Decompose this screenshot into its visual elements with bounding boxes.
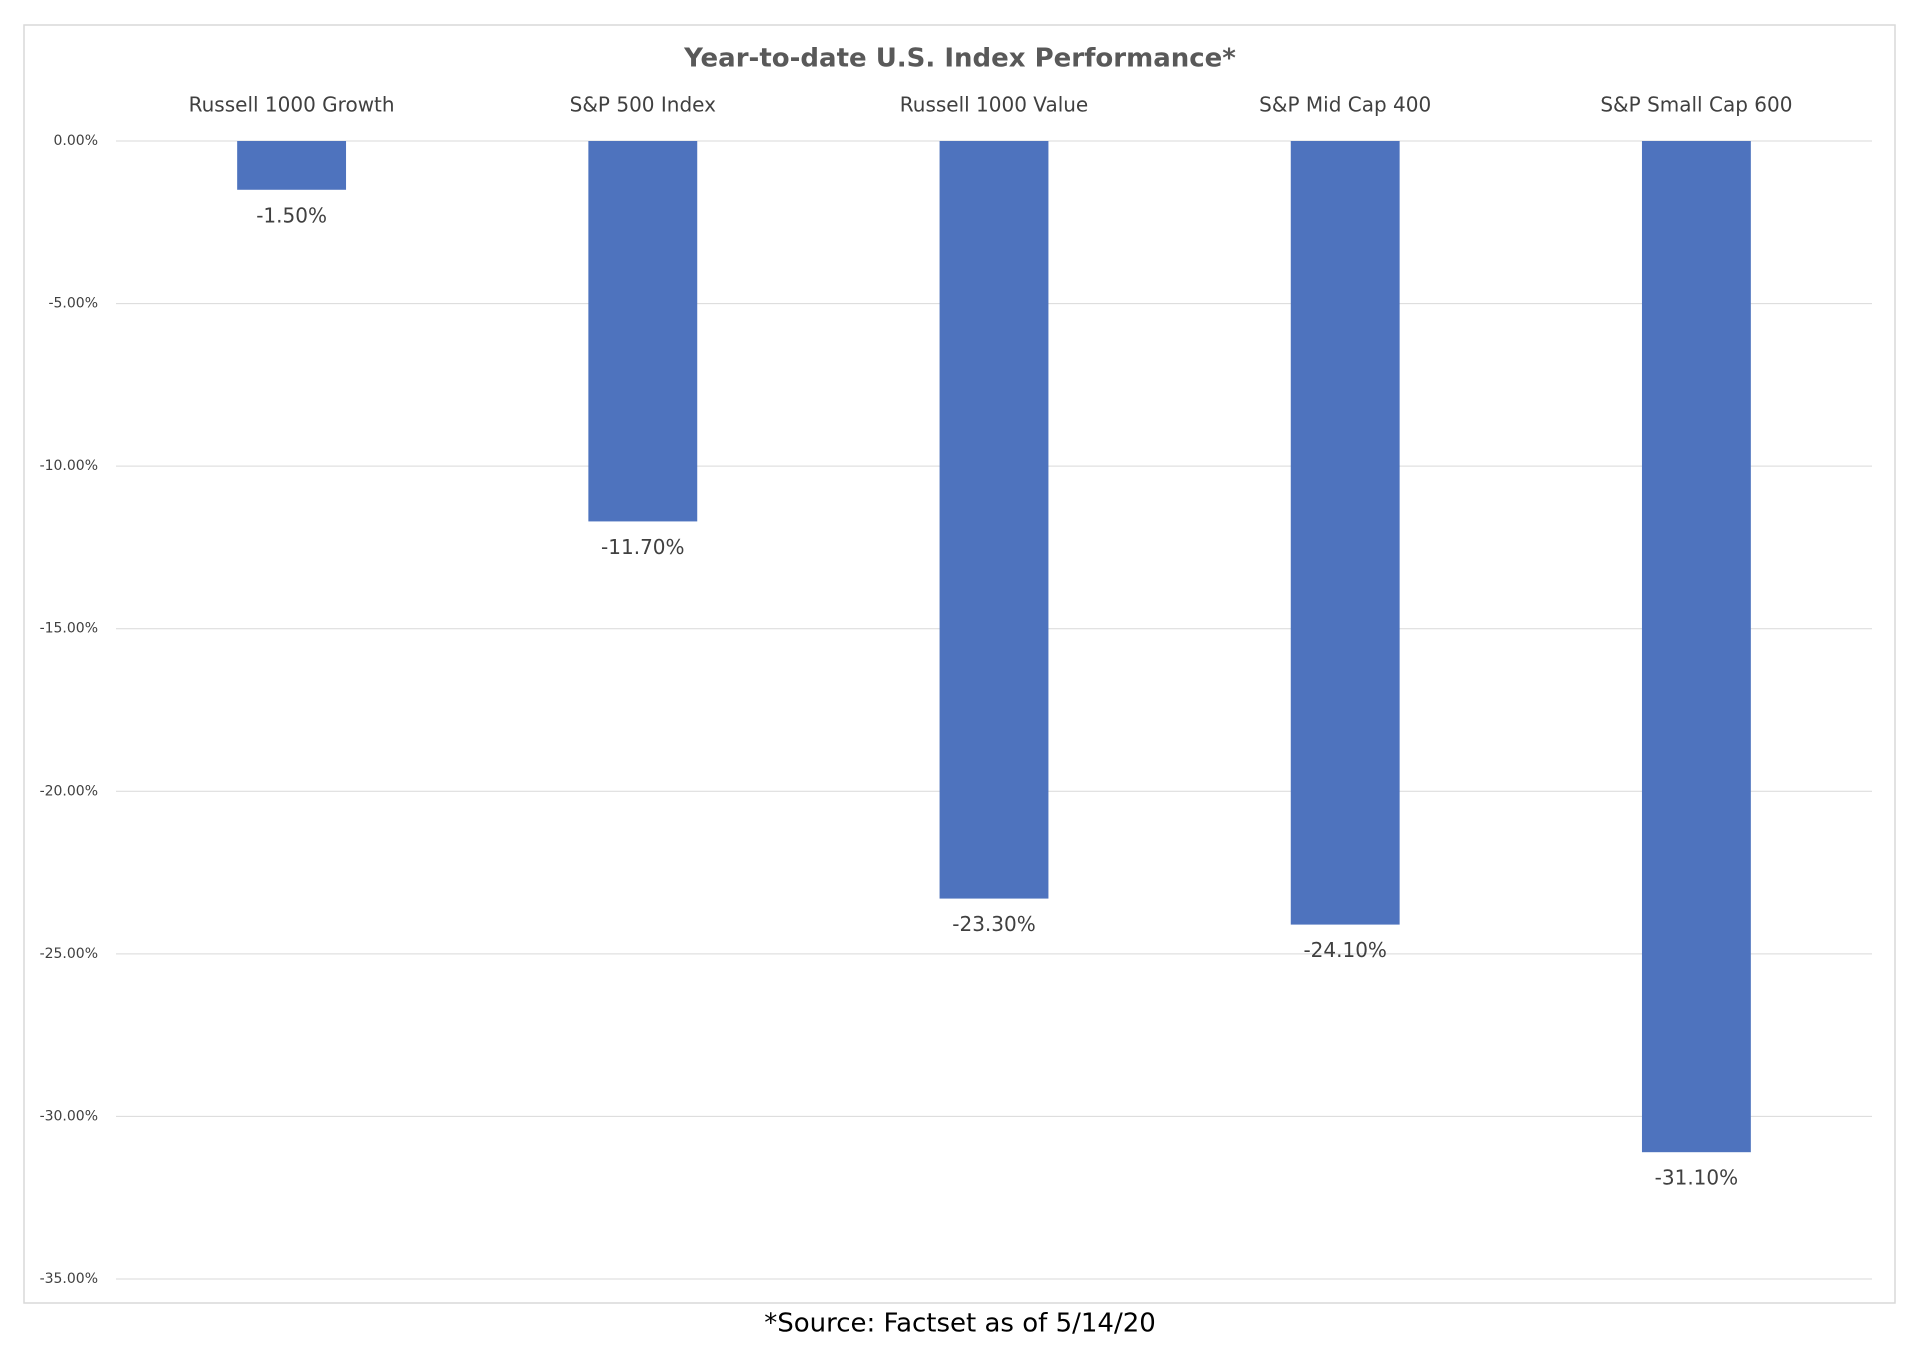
y-tick-label: -30.00% xyxy=(40,1108,98,1124)
y-tick-label: 0.00% xyxy=(54,133,98,149)
bar xyxy=(939,141,1049,899)
chart-title: Year-to-date U.S. Index Performance* xyxy=(683,44,1236,74)
x-tick-label: Russell 1000 Growth xyxy=(189,93,395,117)
y-tick-label: -25.00% xyxy=(40,946,98,962)
y-tick-label: -15.00% xyxy=(40,621,98,637)
y-tick-label: -20.00% xyxy=(40,783,98,799)
value-label: -11.70% xyxy=(601,535,684,559)
value-label: -1.50% xyxy=(256,203,327,227)
x-tick-label: S&P Small Cap 600 xyxy=(1600,93,1792,117)
bar xyxy=(588,141,698,522)
y-tick-label: -35.00% xyxy=(40,1271,98,1287)
x-tick-label: S&P Mid Cap 400 xyxy=(1259,93,1431,117)
bar xyxy=(237,141,347,190)
x-tick-label: Russell 1000 Value xyxy=(900,93,1088,117)
y-tick-label: -5.00% xyxy=(48,296,98,312)
source-note: *Source: Factset as of 5/14/20 xyxy=(764,1309,1156,1339)
x-tick-label: S&P 500 Index xyxy=(570,93,716,117)
value-label: -31.10% xyxy=(1655,1166,1738,1190)
value-label: -23.30% xyxy=(952,912,1035,936)
bar xyxy=(1641,141,1751,1153)
value-label: -24.10% xyxy=(1303,938,1386,962)
y-tick-label: -10.00% xyxy=(40,458,98,474)
bar xyxy=(1290,141,1400,925)
